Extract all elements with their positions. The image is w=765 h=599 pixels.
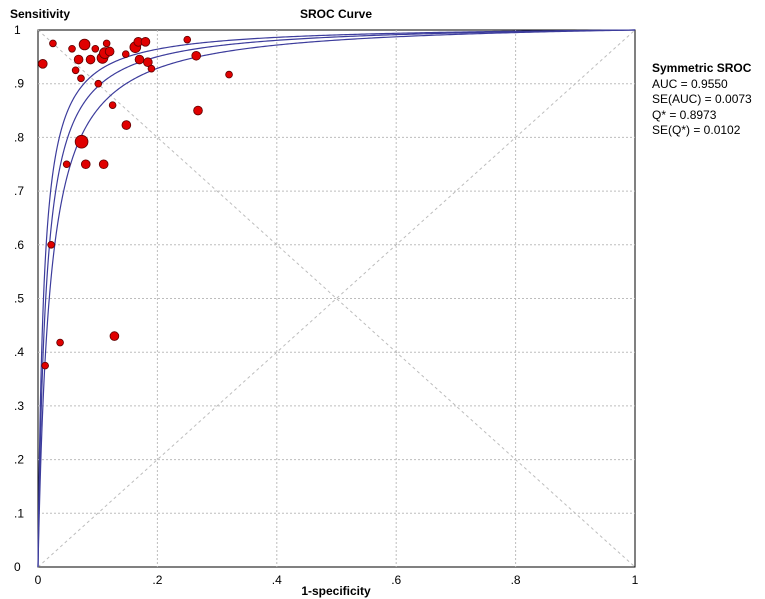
study-point	[91, 44, 100, 53]
x-tick-label: .2	[152, 573, 162, 587]
study-point	[143, 57, 153, 68]
sroc-upper-bound-curve	[37, 29, 636, 567]
study-point	[73, 54, 84, 65]
study-point	[47, 241, 55, 249]
y-tick-label: 1	[14, 23, 21, 37]
y-tick-label: 0	[14, 560, 21, 574]
stats-heading: Symmetric SROC	[652, 61, 752, 75]
study-point	[56, 338, 64, 347]
x-tick-label: .8	[511, 573, 521, 587]
x-tick-label: 0	[35, 573, 42, 587]
y-tick-label: .4	[14, 345, 24, 359]
study-point	[109, 331, 120, 341]
study-point	[49, 39, 57, 48]
study-point	[121, 50, 130, 58]
x-tick-label: .4	[272, 573, 282, 587]
study-point	[37, 59, 48, 69]
y-tick-label: .7	[14, 184, 24, 198]
study-point	[78, 38, 91, 51]
y-axis-label: Sensitivity	[10, 7, 70, 21]
y-tick-label: .6	[14, 238, 24, 252]
sroc-lower-bound-curve	[37, 29, 636, 567]
study-point	[140, 37, 151, 47]
study-point	[77, 74, 85, 83]
x-tick-label: .6	[391, 573, 401, 587]
study-point	[147, 64, 156, 73]
y-tick-label: .5	[14, 292, 24, 306]
y-tick-label: .3	[14, 399, 24, 413]
y-tick-label: .8	[14, 130, 24, 144]
study-point	[41, 361, 49, 370]
study-point	[102, 39, 111, 48]
study-point	[98, 159, 109, 170]
anti-diagonal-reference-line	[37, 29, 636, 568]
x-axis-label: 1-specificity	[301, 584, 371, 598]
study-point	[183, 35, 192, 44]
study-point	[94, 79, 103, 88]
study-point	[193, 105, 203, 116]
diagonal-reference-line	[37, 29, 636, 568]
stats-se-auc: SE(AUC) = 0.0073	[652, 92, 752, 106]
y-tick-label: .9	[14, 77, 24, 91]
tick-labels: 0 .2 .4 .6 .8 1 0 .1 .2 .3 .4 .5 .6 .7 .8 .9 1	[14, 23, 639, 587]
study-point	[68, 44, 76, 53]
study-point	[134, 54, 145, 65]
chart-title: SROC Curve	[300, 7, 372, 21]
reference-lines	[37, 29, 636, 568]
study-point	[121, 120, 132, 130]
study-point	[74, 134, 89, 149]
x-tick-label: 1	[632, 573, 639, 587]
gridlines	[38, 30, 635, 567]
study-point	[71, 66, 80, 75]
study-point	[80, 159, 91, 170]
stats-auc: AUC = 0.9550	[652, 76, 728, 91]
stats-se-q: SE(Q*) = 0.0102	[652, 123, 741, 137]
study-point	[108, 101, 117, 109]
study-point	[104, 46, 115, 57]
y-tick-label: .2	[14, 453, 24, 467]
study-points	[37, 35, 233, 370]
sroc-statistics: Symmetric SROC AUC = 0.9550 SE(AUC) = 0.…	[652, 61, 752, 139]
stats-q: Q* = 0.8973	[652, 107, 717, 122]
study-point	[62, 160, 71, 169]
study-point	[225, 70, 233, 79]
study-point	[191, 50, 202, 61]
study-point	[85, 54, 96, 65]
y-tick-label: .1	[14, 506, 24, 520]
